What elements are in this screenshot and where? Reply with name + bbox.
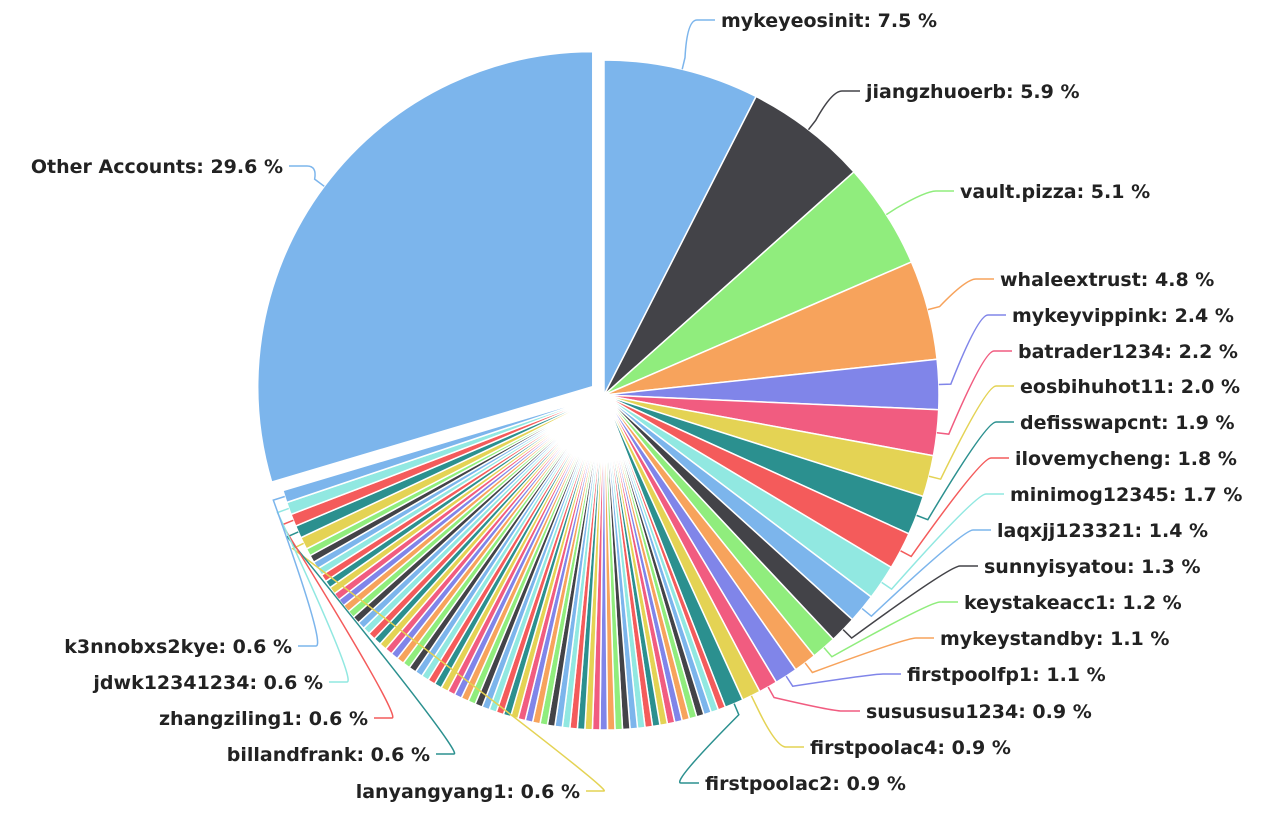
data-label-mykeyeosinit: mykeyeosinit: 7.5 % — [721, 10, 937, 32]
slices — [257, 50, 940, 731]
data-label-vault-pizza: vault.pizza: 5.1 % — [960, 181, 1150, 203]
connector-vault-pizza — [885, 190, 954, 216]
data-label-whaleextrust: whaleextrust: 4.8 % — [1000, 269, 1214, 291]
connector-sunnyisyatou — [842, 565, 978, 640]
connector-jiangzhuoerb — [807, 90, 860, 131]
connector-batrader1234 — [936, 350, 1012, 435]
data-label-batrader1234: batrader1234: 2.2 % — [1018, 341, 1238, 363]
connector-zhangziling1 — [281, 519, 394, 719]
data-label-jiangzhuoerb: jiangzhuoerb: 5.9 % — [865, 81, 1080, 103]
connector-firstpoolac4 — [750, 695, 804, 748]
data-label-lanyangyang1: lanyangyang1: 0.6 % — [356, 781, 580, 803]
data-label-jdwk12341234: jdwk12341234: 0.6 % — [92, 672, 323, 694]
connector-k3nnobxs2kye — [272, 495, 319, 647]
data-label-minimog12345: minimog12345: 1.7 % — [1010, 484, 1242, 506]
connector-jdwk12341234 — [276, 507, 349, 683]
connector-billandfrank — [286, 531, 456, 755]
connector-mykeyvippink — [938, 314, 1006, 386]
data-label-defisswapcnt: defisswapcnt: 1.9 % — [1020, 412, 1235, 434]
connector-keystakeacc1 — [823, 601, 958, 658]
data-label-firstpoolac4: firstpoolac4: 0.9 % — [810, 737, 1011, 759]
data-label-firstpoolac2: firstpoolac2: 0.9 % — [705, 773, 906, 795]
data-label-susususu1234: susususu1234: 0.9 % — [866, 701, 1092, 723]
connector-eosbihuhot11 — [928, 385, 1014, 481]
data-label-other-accounts: Other Accounts: 29.6 % — [31, 156, 283, 178]
connector-firstpoolac2 — [679, 703, 740, 784]
data-label-mykeystandby: mykeystandby: 1.1 % — [940, 628, 1169, 650]
data-label-mykeyvippink: mykeyvippink: 2.4 % — [1012, 305, 1234, 327]
connector-lanyangyang1 — [291, 542, 605, 792]
data-label-eosbihuhot11: eosbihuhot11: 2.0 % — [1020, 376, 1240, 398]
data-label-keystakeacc1: keystakeacc1: 1.2 % — [964, 592, 1182, 614]
data-label-zhangziling1: zhangziling1: 0.6 % — [159, 708, 368, 730]
data-label-billandfrank: billandfrank: 0.6 % — [227, 744, 430, 766]
connector-defisswapcnt — [916, 421, 1014, 521]
slice-mykeyeosinit[interactable] — [603, 59, 757, 396]
connector-ilovemycheng — [900, 457, 1009, 558]
connector-firstpoolfp1 — [785, 673, 901, 688]
data-label-sunnyisyatou: sunnyisyatou: 1.3 % — [984, 556, 1201, 578]
data-label-k3nnobxs2kye: k3nnobxs2kye: 0.6 % — [64, 636, 292, 658]
connector-susususu1234 — [767, 686, 860, 712]
connector-laqxjj123321 — [861, 529, 991, 618]
connector-mykeystandby — [804, 637, 934, 674]
data-label-ilovemycheng: ilovemycheng: 1.8 % — [1015, 448, 1237, 470]
slice-other-accounts[interactable] — [257, 50, 594, 483]
data-labels: mykeyeosinit: 7.5 % jiangzhuoerb: 5.9 % va… — [31, 10, 1243, 803]
connector-other-accounts — [289, 165, 325, 187]
connector-whaleextrust — [927, 278, 994, 311]
connectors — [272, 19, 1014, 792]
connector-minimog12345 — [881, 493, 1004, 591]
data-label-firstpoolfp1: firstpoolfp1: 1.1 % — [907, 664, 1106, 686]
slice-jiangzhuoerb[interactable] — [603, 95, 855, 396]
data-label-laqxjj123321: laqxjj123321: 1.4 % — [997, 520, 1208, 542]
connector-mykeyeosinit — [681, 19, 715, 70]
